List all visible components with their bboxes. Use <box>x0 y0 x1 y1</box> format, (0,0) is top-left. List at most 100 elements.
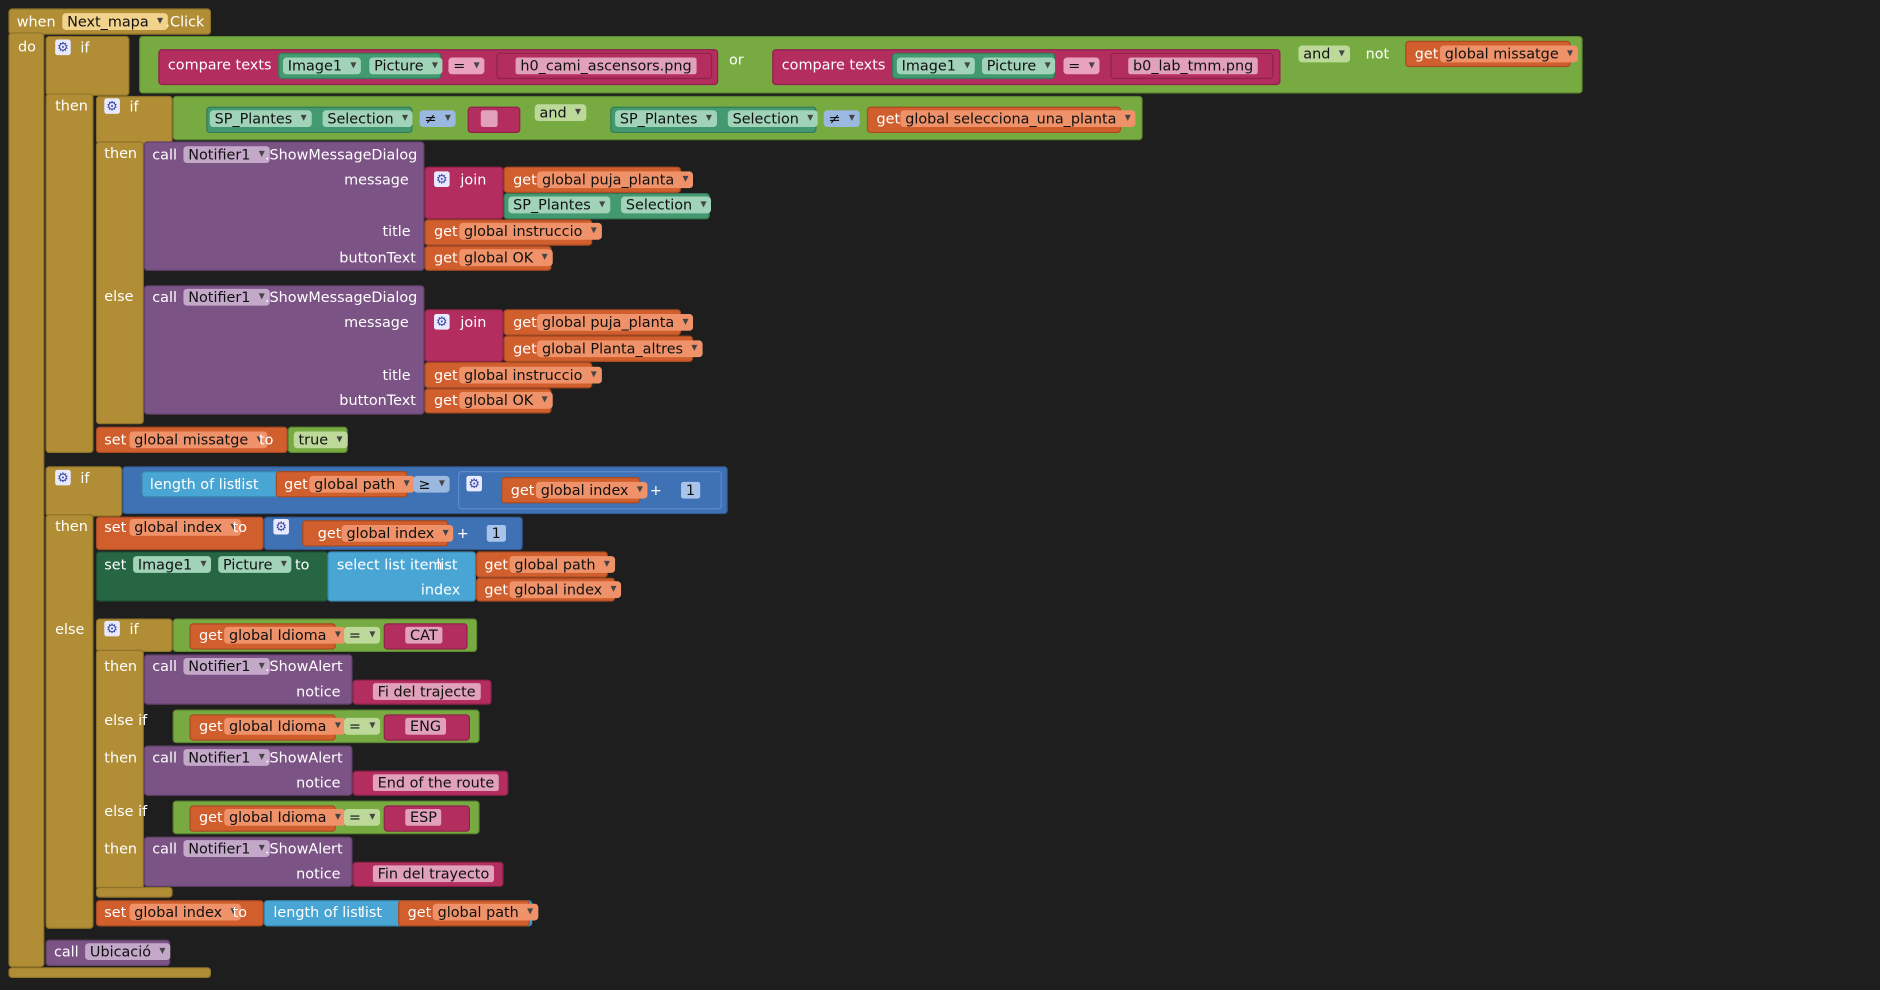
index-dropdown[interactable]: global index <box>535 481 648 499</box>
mutator-gear-icon[interactable]: ⚙ <box>466 475 482 492</box>
gte-op-dropdown[interactable]: ≥ <box>413 475 450 493</box>
puja-dropdown[interactable]: global puja_planta <box>537 171 694 189</box>
string-eng[interactable]: ENG <box>405 717 446 735</box>
string-cat[interactable]: CAT <box>405 626 443 644</box>
if-block-4-body <box>95 649 144 890</box>
equal-op-dropdown[interactable]: = <box>448 57 485 75</box>
mutator-gear-icon[interactable]: ⚙ <box>434 171 450 187</box>
index-dropdown[interactable]: global index <box>129 518 242 536</box>
get-label: get <box>199 809 223 826</box>
string-esp[interactable]: ESP <box>405 809 442 826</box>
notifier-dropdown[interactable]: Notifier1 <box>183 288 270 306</box>
equal-op-dropdown[interactable]: = <box>344 626 381 644</box>
number-one[interactable]: 1 <box>681 481 700 499</box>
do-label: do <box>17 38 36 56</box>
neq-op-dropdown[interactable]: ≠ <box>823 110 860 128</box>
if-block-3-body <box>45 514 94 929</box>
mutator-gear-icon[interactable]: ⚙ <box>434 314 450 330</box>
ubicacio-dropdown[interactable]: Ubicació <box>85 943 171 961</box>
mutator-gear-icon[interactable]: ⚙ <box>273 518 289 535</box>
idioma-dropdown[interactable]: global Idioma <box>224 717 346 735</box>
altres-dropdown[interactable]: global Planta_altres <box>537 340 703 358</box>
sp-plantes-dropdown[interactable]: SP_Plantes <box>209 110 312 128</box>
call-label: call <box>53 943 79 961</box>
get-label: get <box>1414 45 1439 63</box>
mutator-gear-icon[interactable]: ⚙ <box>55 469 71 486</box>
path-dropdown[interactable]: global path <box>509 556 615 573</box>
image1-dropdown[interactable]: Image1 <box>896 57 976 75</box>
ok-dropdown[interactable]: global OK <box>459 249 553 267</box>
list-label: list <box>237 475 259 493</box>
image1-dropdown[interactable]: Image1 <box>282 57 362 75</box>
equal-op-dropdown[interactable]: = <box>344 717 381 735</box>
and-op-dropdown[interactable]: and <box>534 104 586 122</box>
call-label: call <box>152 658 177 675</box>
selecciona-dropdown[interactable]: global selecciona_una_planta <box>900 110 1136 128</box>
string-fi-esp[interactable]: Fin del trayecto <box>372 865 495 883</box>
and-op-dropdown[interactable]: and <box>1298 45 1350 63</box>
then-label: then <box>104 840 138 857</box>
puja-dropdown[interactable]: global puja_planta <box>537 314 694 331</box>
else-label: else <box>104 287 134 305</box>
empty-string[interactable] <box>480 110 498 128</box>
notice-label: notice <box>296 774 341 792</box>
path-dropdown[interactable]: global path <box>432 903 538 921</box>
picture-dropdown[interactable]: Picture <box>981 57 1056 75</box>
instruccio-dropdown[interactable]: global instruccio <box>459 222 602 240</box>
method-label: .ShowAlert <box>264 749 343 766</box>
string-b0[interactable]: b0_lab_tmm.png <box>1128 57 1259 75</box>
component-dropdown[interactable]: Next_mapa <box>62 13 168 30</box>
picture-dropdown[interactable]: Picture <box>218 556 292 573</box>
number-one[interactable]: 1 <box>486 524 506 542</box>
image1-dropdown[interactable]: Image1 <box>133 556 212 573</box>
idioma-dropdown[interactable]: global Idioma <box>224 809 346 826</box>
if-label: if <box>80 469 90 487</box>
notifier-dropdown[interactable]: Notifier1 <box>183 658 270 675</box>
idioma-dropdown[interactable]: global Idioma <box>224 626 346 644</box>
get-label: get <box>434 249 458 267</box>
method-label: .ShowAlert <box>264 658 343 675</box>
event-footer <box>8 967 212 979</box>
mutator-gear-icon[interactable]: ⚙ <box>55 39 71 56</box>
buttontext-label: buttonText <box>339 249 416 267</box>
compare-texts-label: compare texts <box>167 56 272 74</box>
set-label: set <box>104 431 127 449</box>
title-label: title <box>382 222 411 240</box>
picture-dropdown[interactable]: Picture <box>369 57 443 75</box>
index-dropdown[interactable]: global index <box>129 903 242 921</box>
missatge-dropdown[interactable]: global missatge <box>1439 45 1578 63</box>
call-showmessagedialog-2[interactable] <box>143 285 425 415</box>
set-image1-picture-block[interactable] <box>95 551 329 602</box>
neq-op-dropdown[interactable]: ≠ <box>419 110 456 128</box>
select-list-item-block[interactable] <box>327 551 476 602</box>
when-label: when <box>16 13 56 30</box>
ok-dropdown[interactable]: global OK <box>459 391 553 409</box>
sp-plantes-dropdown[interactable]: SP_Plantes <box>615 110 717 128</box>
notifier-dropdown[interactable]: Notifier1 <box>183 146 270 164</box>
method-label: .ShowAlert <box>264 840 343 857</box>
index-dropdown[interactable]: global index <box>341 524 454 542</box>
missatge-dropdown[interactable]: global missatge <box>129 431 268 449</box>
equal-op-dropdown[interactable]: = <box>1063 57 1100 75</box>
path-dropdown[interactable]: global path <box>309 475 415 493</box>
join-block-2[interactable] <box>424 309 504 362</box>
selection-dropdown[interactable]: Selection <box>621 196 712 214</box>
selection-dropdown[interactable]: Selection <box>727 110 819 128</box>
get-label: get <box>407 903 432 921</box>
equal-op-dropdown[interactable]: = <box>344 809 381 826</box>
mutator-gear-icon[interactable]: ⚙ <box>104 98 120 114</box>
true-dropdown[interactable]: true <box>293 431 348 449</box>
call-label: call <box>152 288 177 306</box>
mutator-gear-icon[interactable]: ⚙ <box>104 620 120 637</box>
string-fi-eng[interactable]: End of the route <box>372 774 500 792</box>
notifier-dropdown[interactable]: Notifier1 <box>183 840 270 857</box>
sp-plantes-dropdown[interactable]: SP_Plantes <box>508 196 610 214</box>
selection-dropdown[interactable]: Selection <box>322 110 413 128</box>
notifier-dropdown[interactable]: Notifier1 <box>183 749 270 766</box>
string-fi-cat[interactable]: Fi del trajecte <box>372 683 481 700</box>
index-dropdown[interactable]: global index <box>509 581 622 599</box>
instruccio-dropdown[interactable]: global instruccio <box>459 366 602 384</box>
string-h0[interactable]: h0_cami_ascensors.png <box>515 57 697 75</box>
join-label: join <box>460 314 487 331</box>
